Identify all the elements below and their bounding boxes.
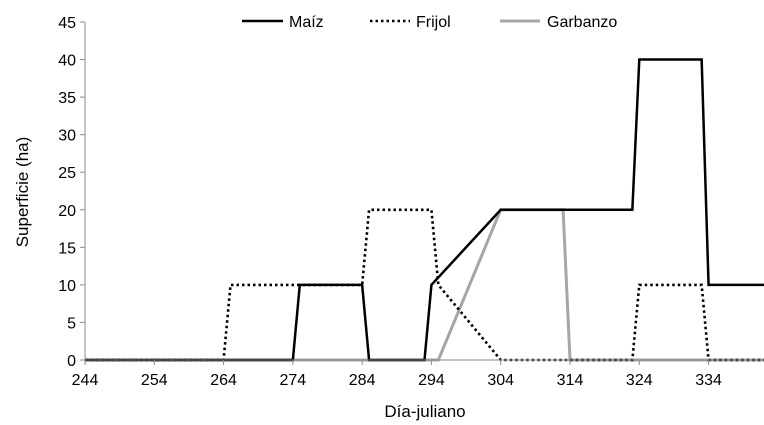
series-line-maiz (85, 58, 764, 362)
x-tick-label: 264 (210, 372, 237, 389)
y-tick-label: 45 (58, 15, 76, 32)
series-line-frijol (85, 208, 764, 362)
y-tick-label: 20 (58, 203, 76, 220)
y-tick-label: 15 (58, 240, 76, 257)
legend-label-frijol: Frijol (416, 14, 451, 31)
x-tick-label: 314 (557, 372, 584, 389)
x-tick-label: 324 (626, 372, 653, 389)
x-tick-label: 254 (141, 372, 168, 389)
x-tick-label: 334 (695, 372, 722, 389)
legend-label-maiz: Maíz (289, 14, 324, 31)
x-tick-label: 244 (72, 372, 99, 389)
x-axis-title: Día-juliano (384, 402, 465, 421)
y-tick-label: 40 (58, 53, 76, 70)
legend-label-garbanzo: Garbanzo (547, 14, 617, 31)
plot-area (85, 58, 764, 362)
y-axis-title: Superficie (ha) (13, 137, 32, 248)
y-tick-label: 5 (67, 315, 76, 332)
x-tick-label: 284 (349, 372, 376, 389)
x-tick-label: 274 (280, 372, 307, 389)
y-tick-label: 25 (58, 165, 76, 182)
tick-labels: 0 5 10 15 20 25 30 35 40 45 244 254 264 274 284 294 304 3… (58, 15, 722, 389)
y-tick-label: 10 (58, 278, 76, 295)
y-tick-label: 0 (67, 353, 76, 370)
y-tick-label: 30 (58, 128, 76, 145)
axes (80, 21, 764, 365)
x-tick-label: 304 (487, 372, 514, 389)
y-tick-label: 35 (58, 90, 76, 107)
legend: Maíz Frijol Garbanzo (242, 14, 617, 31)
x-tick-label: 294 (418, 372, 445, 389)
